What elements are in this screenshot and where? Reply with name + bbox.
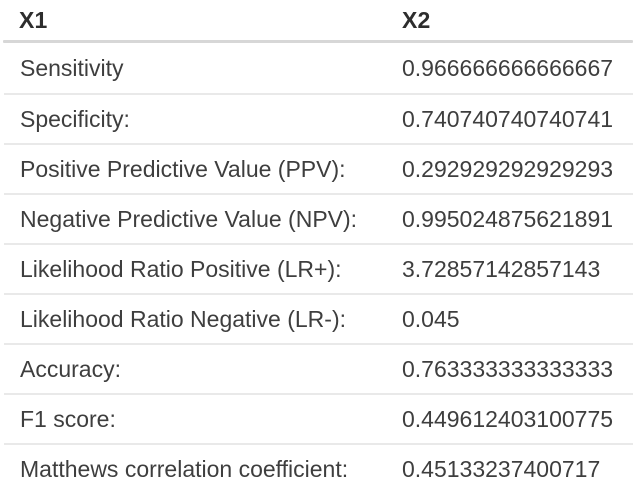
metric-label: Negative Predictive Value (NPV):	[20, 205, 358, 232]
metric-value: 0.763333333333333	[402, 355, 614, 382]
metric-value: 0.45133237400717	[402, 455, 601, 482]
table-row: Accuracy: 0.763333333333333	[4, 343, 633, 393]
table-row: Likelihood Ratio Negative (LR-): 0.045	[4, 293, 633, 343]
table-row: Sensitivity 0.966666666666667	[4, 43, 633, 93]
metric-label: F1 score:	[20, 405, 116, 432]
metric-label: Matthews correlation coefficient:	[20, 455, 349, 482]
metric-label: Accuracy:	[20, 355, 121, 382]
metric-value: 0.995024875621891	[402, 205, 614, 232]
metric-value: 0.045	[402, 305, 460, 332]
metric-value: 0.449612403100775	[402, 405, 614, 432]
table-row: Negative Predictive Value (NPV): 0.99502…	[4, 193, 633, 243]
metric-label: Likelihood Ratio Negative (LR-):	[20, 305, 346, 332]
table-row: Likelihood Ratio Positive (LR+): 3.72857…	[4, 243, 633, 293]
column-header-x2: X2	[402, 6, 431, 33]
metric-value: 3.72857142857143	[402, 255, 601, 282]
table-row: Matthews correlation coefficient: 0.4513…	[4, 443, 633, 490]
metric-label: Positive Predictive Value (PPV):	[20, 155, 346, 182]
table-body: Sensitivity 0.966666666666667 Specificit…	[0, 43, 636, 490]
metric-label: Likelihood Ratio Positive (LR+):	[20, 255, 342, 282]
metric-value: 0.966666666666667	[402, 54, 614, 81]
table-header-row: X1 X2	[0, 0, 636, 40]
metric-label: Specificity:	[20, 105, 130, 132]
table-row: Positive Predictive Value (PPV): 0.29292…	[4, 143, 633, 193]
metric-value: 0.292929292929293	[402, 155, 614, 182]
column-header-x1: X1	[19, 6, 48, 33]
table-row: Specificity: 0.740740740740741	[4, 93, 633, 143]
metric-value: 0.740740740740741	[402, 105, 614, 132]
metric-label: Sensitivity	[20, 54, 124, 81]
header-divider	[3, 40, 633, 43]
table-row: F1 score: 0.449612403100775	[4, 393, 633, 443]
